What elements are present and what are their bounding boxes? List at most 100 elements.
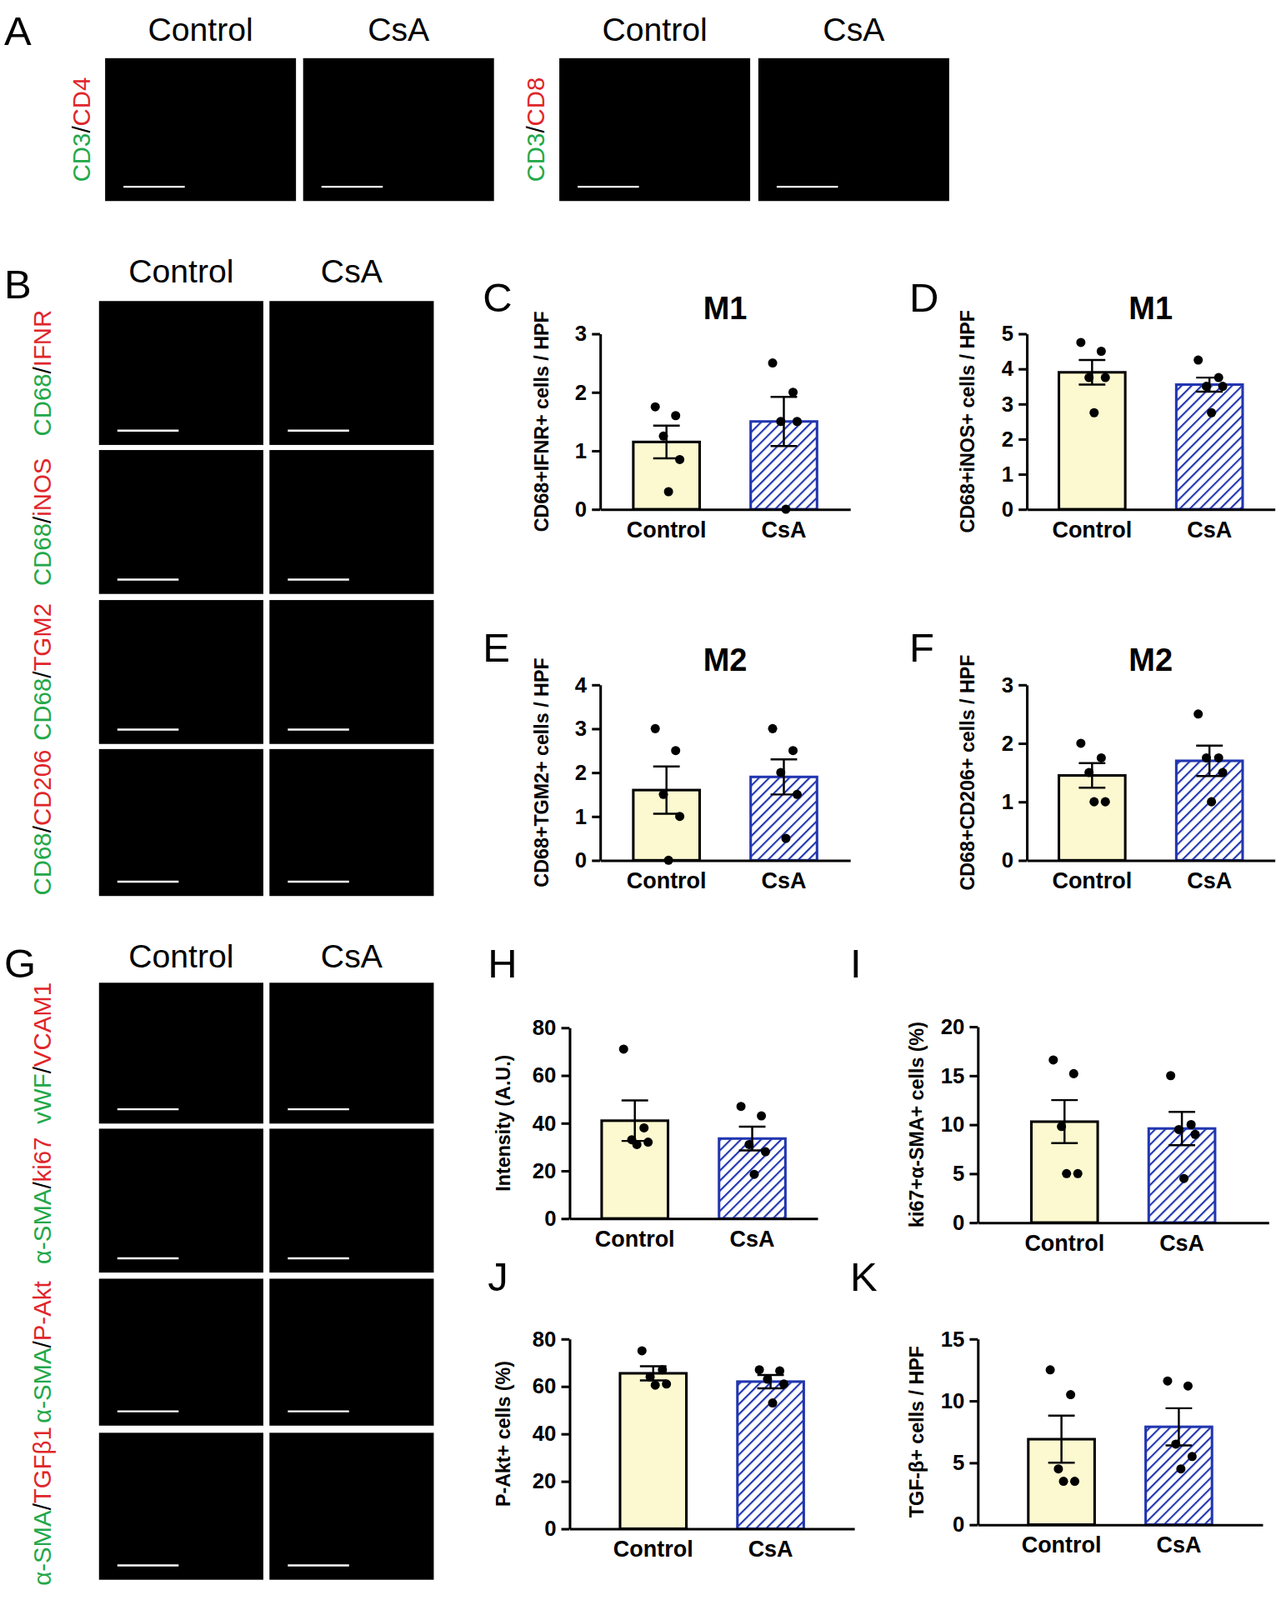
data-point [788, 387, 798, 397]
tick-label: 5 [1001, 321, 1014, 346]
micrograph [269, 600, 434, 745]
micrograph [269, 450, 434, 595]
category-label: Control [1051, 868, 1132, 894]
data-point [1056, 1121, 1066, 1131]
row-label-part: / [521, 125, 550, 134]
tick-label: 40 [532, 1421, 557, 1446]
data-point [1070, 1476, 1080, 1487]
tick-mark [969, 1524, 978, 1527]
row-label: CD68/iNOS [28, 458, 56, 586]
category-label: CsA [1159, 1230, 1205, 1256]
row-label: CD68/IFNR [28, 310, 56, 437]
plot-area [1059, 337, 1243, 510]
tick: CsA [1186, 860, 1232, 894]
y-axis: 0123 [575, 321, 601, 521]
image-figure: GControlCsAvWF/VCAM1α-SMA/ki67α-SMA/P-Ak… [4, 938, 435, 1587]
tick: Control [626, 509, 707, 543]
tick: 0 [575, 848, 601, 872]
tick-mark [561, 1122, 571, 1126]
data-point [675, 455, 685, 465]
row-label-part: CD3 [521, 133, 550, 183]
y-axis: 01234 [575, 673, 601, 873]
tick: 20 [940, 1015, 979, 1039]
y-axis-title: P-Akt+ cells (%) [492, 1361, 515, 1507]
tick-label: 15 [940, 1327, 966, 1352]
error-bar [770, 759, 798, 795]
row-label-part: / [67, 125, 96, 134]
tick: 3 [1001, 673, 1027, 697]
bar [1059, 372, 1126, 510]
tick: CsA [748, 1528, 794, 1562]
data-point [1214, 373, 1224, 383]
row-label-part: CD4 [67, 77, 96, 127]
tick-label: 1 [575, 439, 587, 463]
data-point [1073, 1169, 1083, 1179]
data-point [1162, 1376, 1172, 1387]
micrograph [559, 58, 751, 201]
tick-mark [561, 1481, 571, 1484]
y-axis: 020406080 [532, 1327, 571, 1542]
tick: 4 [1001, 356, 1027, 381]
row-label-part: α-SMA [28, 1347, 56, 1424]
tick-label: 2 [575, 760, 587, 785]
scale-bar [321, 185, 383, 188]
tick: 1 [575, 439, 601, 463]
data-point [1206, 797, 1216, 807]
tick-label: 10 [940, 1389, 966, 1413]
row-label: α-SMA/TGFβ1 [28, 1426, 56, 1587]
plot-area [601, 1044, 786, 1219]
tick-mark [1018, 473, 1027, 476]
panel-letter: K [850, 1254, 878, 1300]
tick-label: 3 [1001, 392, 1014, 416]
bar [620, 1373, 687, 1529]
tick-label: 0 [952, 1512, 965, 1537]
column-header: CsA [320, 938, 384, 975]
figure-root: AControlCsACD3/CD4ControlCsACD3/CD8BCont… [4, 8, 1276, 1587]
micrograph [99, 1278, 264, 1426]
data-point [755, 1365, 765, 1375]
data-point [744, 1140, 754, 1150]
data-point [1190, 1130, 1200, 1140]
tick-label: 4 [575, 673, 588, 697]
bar-chart: 01234ControlCsACD68+TGM2+ cells / HPFM2E [482, 625, 851, 895]
axis-line [978, 1524, 1264, 1527]
tick-mark [1018, 742, 1027, 746]
category-label: CsA [761, 517, 807, 543]
tick-mark [561, 1217, 571, 1221]
x-axis: ControlCsA [570, 1218, 819, 1252]
error-bar [1048, 1416, 1076, 1463]
scale-bar [287, 1564, 349, 1567]
tick-label: 5 [952, 1161, 965, 1186]
scale-bar [287, 728, 349, 731]
tick-label: 4 [1001, 356, 1015, 381]
micrograph [269, 982, 434, 1124]
category-label: Control [1024, 1230, 1105, 1256]
tick: 20 [532, 1159, 571, 1183]
data-point [768, 358, 778, 368]
tick-label: 3 [575, 716, 587, 741]
row-label-part: / [28, 1502, 56, 1511]
row-label-part: CD68 [28, 373, 56, 436]
micrograph [269, 1128, 434, 1273]
tick-label: 20 [532, 1159, 557, 1183]
scale-bar [287, 880, 349, 883]
tick-mark [591, 391, 601, 395]
plot-area [633, 724, 817, 866]
data-point [632, 1140, 642, 1150]
scale-bar [117, 1564, 179, 1567]
error-bar [653, 425, 681, 459]
tick: CsA [1155, 1525, 1201, 1559]
axis-line [600, 508, 851, 511]
data-point [1193, 355, 1203, 366]
row-label: CD3/CD8 [521, 77, 550, 183]
tick-mark [561, 1075, 571, 1078]
data-point [1053, 1464, 1063, 1474]
data-point [1187, 1451, 1197, 1462]
tick-mark [969, 1172, 978, 1176]
row-label-part: iNOS [28, 458, 56, 517]
micrograph [99, 300, 264, 446]
data-point [637, 1346, 647, 1356]
scale-bar [117, 1108, 179, 1111]
tick: 0 [952, 1512, 978, 1537]
panel-letter: I [850, 940, 862, 986]
